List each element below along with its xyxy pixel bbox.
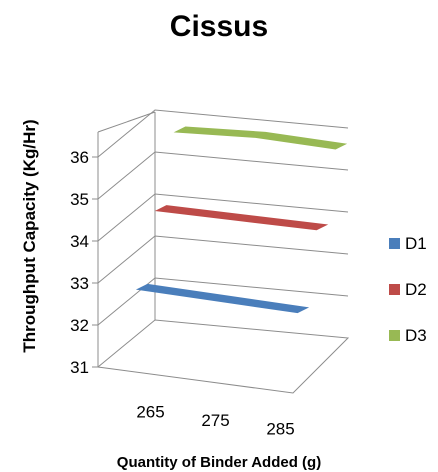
x-tick-label: 265 [136, 402, 164, 421]
legend-label-d3: D3 [405, 326, 427, 345]
gridline [97, 151, 349, 200]
series-group [135, 126, 348, 314]
gridline [97, 193, 349, 242]
x-axis-title: Quantity of Binder Added (g) [117, 454, 321, 471]
series-ribbon-d2 [154, 205, 329, 231]
legend-swatch-d2 [389, 284, 400, 295]
gridline [97, 277, 349, 326]
legend-swatch-d3 [389, 330, 400, 341]
x-tick-label: 285 [266, 420, 294, 439]
x-axis-ticks: 265 275 285 [136, 402, 294, 438]
y-axis-ticks: 31 32 33 34 35 36 [70, 148, 98, 377]
left-wall-top-edge [97, 111, 156, 133]
legend: D1 D2 D3 [389, 234, 427, 345]
y-tick-label: 36 [70, 148, 89, 167]
y-tick-label: 34 [70, 232, 89, 251]
legend-label-d1: D1 [405, 234, 427, 253]
gridlines [97, 109, 349, 326]
series-ribbon-d3 [173, 126, 348, 150]
gridline [97, 109, 349, 158]
series-ribbon-d1 [135, 283, 310, 314]
legend-label-d2: D2 [405, 280, 427, 299]
y-tick-label: 32 [70, 316, 89, 335]
y-tick-label: 31 [70, 358, 89, 377]
chart-title: Cissus [170, 10, 268, 43]
y-tick-label: 35 [70, 190, 89, 209]
legend-swatch-d1 [389, 238, 400, 249]
y-tick-label: 33 [70, 274, 89, 293]
y-axis-title: Throughput Capacity (Kg/Hr) [20, 119, 39, 352]
gridline [97, 235, 349, 284]
floor [96, 319, 350, 394]
x-tick-label: 275 [201, 411, 229, 430]
